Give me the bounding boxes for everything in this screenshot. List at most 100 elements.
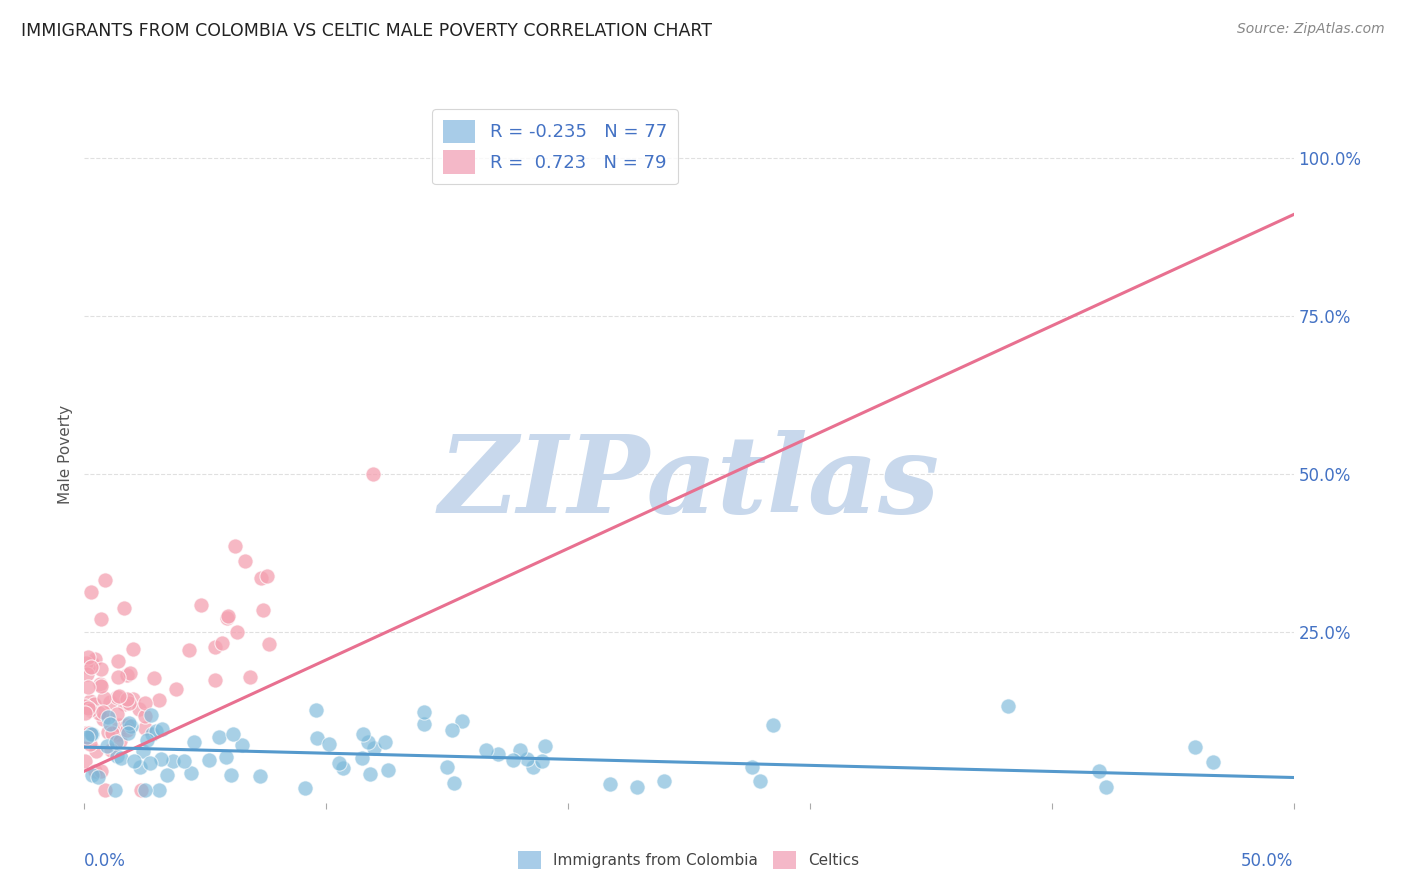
Point	[87, 770, 110, 784]
Point	[294, 781, 316, 796]
Point	[94, 782, 117, 797]
Point	[219, 768, 242, 782]
Point	[77, 650, 100, 665]
Point	[75, 706, 97, 720]
Point	[76, 731, 98, 745]
Point	[118, 716, 141, 731]
Point	[79, 737, 101, 751]
Point	[1088, 764, 1111, 778]
Point	[173, 754, 195, 768]
Point	[80, 727, 103, 741]
Point	[249, 571, 271, 585]
Text: 0.0%: 0.0%	[84, 852, 127, 870]
Point	[77, 680, 100, 694]
Point	[115, 691, 138, 706]
Point	[997, 699, 1019, 714]
Point	[129, 759, 152, 773]
Point	[79, 693, 101, 707]
Point	[105, 748, 128, 763]
Point	[177, 643, 200, 657]
Point	[129, 782, 152, 797]
Point	[256, 569, 278, 583]
Point	[117, 726, 139, 740]
Point	[509, 743, 531, 757]
Point	[90, 764, 112, 779]
Point	[359, 766, 381, 780]
Point	[328, 756, 350, 770]
Point	[77, 701, 100, 715]
Point	[531, 754, 554, 768]
Point	[115, 723, 138, 737]
Point	[762, 718, 785, 732]
Point	[204, 640, 226, 654]
Point	[104, 782, 127, 797]
Point	[108, 734, 131, 748]
Point	[749, 773, 772, 788]
Point	[374, 735, 396, 749]
Point	[363, 467, 385, 482]
Point	[377, 763, 399, 777]
Point	[84, 764, 107, 778]
Point	[252, 603, 274, 617]
Point	[190, 599, 212, 613]
Point	[80, 768, 103, 782]
Legend: Immigrants from Colombia, Celtics: Immigrants from Colombia, Celtics	[512, 846, 866, 875]
Text: IMMIGRANTS FROM COLOMBIA VS CELTIC MALE POVERTY CORRELATION CHART: IMMIGRANTS FROM COLOMBIA VS CELTIC MALE …	[21, 22, 711, 40]
Point	[110, 750, 132, 764]
Point	[122, 692, 145, 706]
Point	[131, 744, 153, 758]
Point	[599, 777, 621, 791]
Point	[211, 636, 233, 650]
Point	[231, 738, 253, 752]
Point	[148, 693, 170, 707]
Point	[412, 717, 434, 731]
Point	[76, 660, 98, 674]
Point	[79, 703, 101, 717]
Point	[87, 706, 110, 720]
Point	[197, 754, 219, 768]
Point	[626, 780, 648, 794]
Point	[741, 760, 763, 774]
Point	[98, 716, 121, 731]
Point	[215, 750, 238, 764]
Point	[233, 554, 256, 568]
Point	[363, 741, 385, 756]
Point	[145, 724, 167, 739]
Point	[356, 735, 378, 749]
Point	[239, 670, 262, 684]
Point	[249, 769, 271, 783]
Point	[451, 714, 474, 729]
Point	[180, 765, 202, 780]
Point	[136, 733, 159, 747]
Point	[97, 724, 120, 739]
Point	[117, 697, 139, 711]
Point	[115, 718, 138, 732]
Point	[89, 676, 111, 690]
Point	[104, 735, 127, 749]
Point	[1202, 756, 1225, 770]
Point	[134, 782, 156, 797]
Point	[443, 775, 465, 789]
Point	[108, 717, 131, 731]
Point	[318, 737, 340, 751]
Point	[257, 637, 280, 651]
Point	[204, 673, 226, 687]
Point	[440, 723, 463, 737]
Point	[502, 753, 524, 767]
Point	[80, 585, 103, 599]
Point	[97, 709, 120, 723]
Point	[305, 703, 328, 717]
Point	[75, 726, 97, 740]
Point	[75, 754, 97, 768]
Point	[141, 727, 163, 741]
Point	[353, 727, 375, 741]
Point	[107, 670, 129, 684]
Point	[222, 726, 245, 740]
Point	[117, 668, 139, 682]
Point	[165, 681, 187, 696]
Point	[98, 695, 121, 709]
Point	[75, 656, 97, 670]
Point	[77, 726, 100, 740]
Point	[100, 742, 122, 756]
Point	[516, 752, 538, 766]
